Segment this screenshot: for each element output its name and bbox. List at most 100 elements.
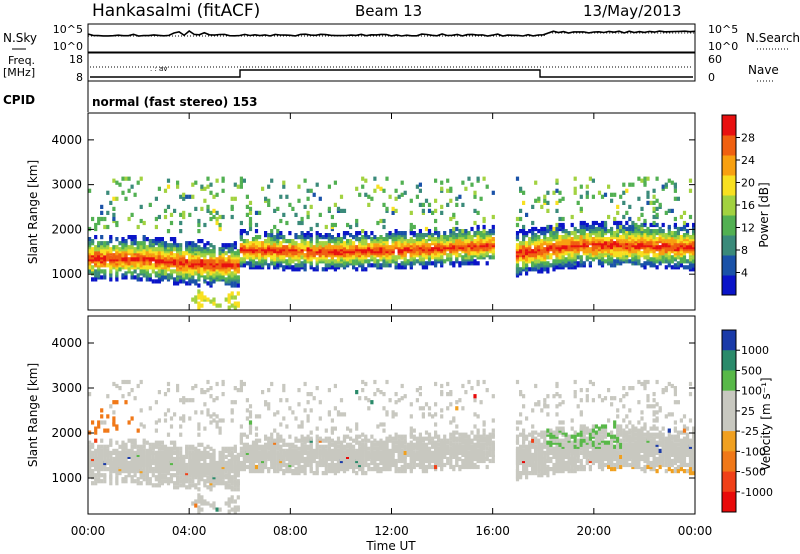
velocity-cell (330, 418, 334, 423)
velocity-cell (282, 388, 286, 393)
velocity-cell (394, 458, 398, 464)
power-cell (385, 206, 389, 211)
velocity-cell (261, 454, 265, 459)
power-cell (397, 235, 401, 240)
velocity-cell (364, 471, 368, 476)
power-cell (130, 235, 134, 240)
power-cell (543, 194, 547, 199)
power-cell (409, 198, 413, 203)
power-cell (676, 261, 680, 266)
velocity-cell (315, 469, 319, 474)
power-cell (212, 279, 216, 284)
velocity-cell (239, 383, 243, 389)
velocity-cell (230, 446, 234, 451)
power-cell (151, 241, 155, 246)
velocity-cell (358, 396, 362, 401)
power-cell (179, 247, 183, 252)
power-cell (476, 261, 480, 266)
power-cell (658, 229, 662, 234)
power-cell (446, 178, 450, 183)
velocity-cell (136, 477, 140, 482)
power-cell (558, 255, 562, 260)
power-cell (667, 208, 671, 213)
power-cell (643, 265, 647, 270)
velocity-cell (176, 475, 180, 480)
velocity-cell (157, 446, 161, 451)
velocity-cell (424, 458, 429, 464)
power-cell (431, 210, 435, 215)
power-cell (418, 257, 422, 262)
velocity-cell (434, 422, 438, 427)
power-cell (376, 237, 380, 242)
power-cell (151, 247, 155, 252)
power-cell (449, 198, 453, 203)
power-cell (515, 231, 520, 236)
velocity-cell (282, 458, 286, 464)
power-cell (537, 229, 541, 234)
power-cell (640, 241, 644, 246)
power-cell (364, 231, 368, 236)
power-cell (394, 188, 398, 193)
power-cell (400, 265, 404, 270)
velocity-cell (355, 462, 359, 468)
power-cell (619, 194, 623, 199)
power-cell (303, 259, 307, 264)
velocity-cell (169, 446, 174, 451)
velocity-cell (361, 379, 365, 385)
velocity-cell (127, 438, 131, 443)
power-cell (288, 202, 292, 207)
velocity-cell (434, 440, 438, 445)
velocity-cell (248, 410, 253, 415)
power-cell (597, 259, 602, 264)
power-cell (655, 222, 659, 228)
velocity-cell (182, 400, 186, 405)
velocity-cell (206, 450, 210, 455)
velocity-cell (424, 442, 429, 447)
power-cell (576, 241, 580, 246)
velocity-cell (315, 426, 319, 431)
velocity-cell (449, 464, 453, 470)
power-cell (191, 275, 195, 280)
velocity-cell (254, 469, 259, 474)
power-cell (455, 196, 459, 201)
velocity-cell (215, 460, 219, 466)
velocity-cell (227, 446, 231, 451)
power-cell (245, 241, 249, 246)
velocity-cell (139, 422, 143, 427)
velocity-cell (373, 462, 377, 468)
velocity-cell (376, 446, 380, 451)
power-cell (467, 231, 471, 236)
velocity-cell (200, 410, 204, 415)
power-cell (312, 267, 316, 272)
power-cell (634, 261, 638, 266)
power-cell (409, 210, 413, 215)
velocity-cell (245, 416, 249, 421)
velocity-cell (342, 444, 347, 449)
power-cell (267, 241, 271, 246)
velocity-cell (203, 452, 207, 457)
power-cell (224, 277, 228, 282)
velocity-cell (333, 440, 337, 445)
power-cell (640, 222, 644, 228)
power-cell (418, 241, 422, 246)
velocity-cell (261, 390, 265, 395)
velocity-cell (166, 388, 171, 393)
power-cell (591, 251, 595, 256)
power-cell (625, 220, 629, 226)
velocity-cell (115, 440, 119, 445)
velocity-cell (273, 428, 277, 433)
velocity-cell (303, 471, 307, 476)
power-cell (303, 178, 307, 183)
power-cell (673, 231, 677, 236)
power-cell (124, 253, 128, 258)
power-cell (355, 245, 359, 250)
velocity-cell (449, 460, 453, 466)
power-cell (352, 235, 356, 240)
power-cell (258, 210, 262, 215)
velocity-cell (352, 458, 356, 464)
power-cell (206, 184, 210, 189)
velocity-cell (179, 460, 183, 466)
power-cell (582, 220, 586, 226)
power-cell (570, 263, 574, 268)
power-cell (634, 229, 638, 234)
